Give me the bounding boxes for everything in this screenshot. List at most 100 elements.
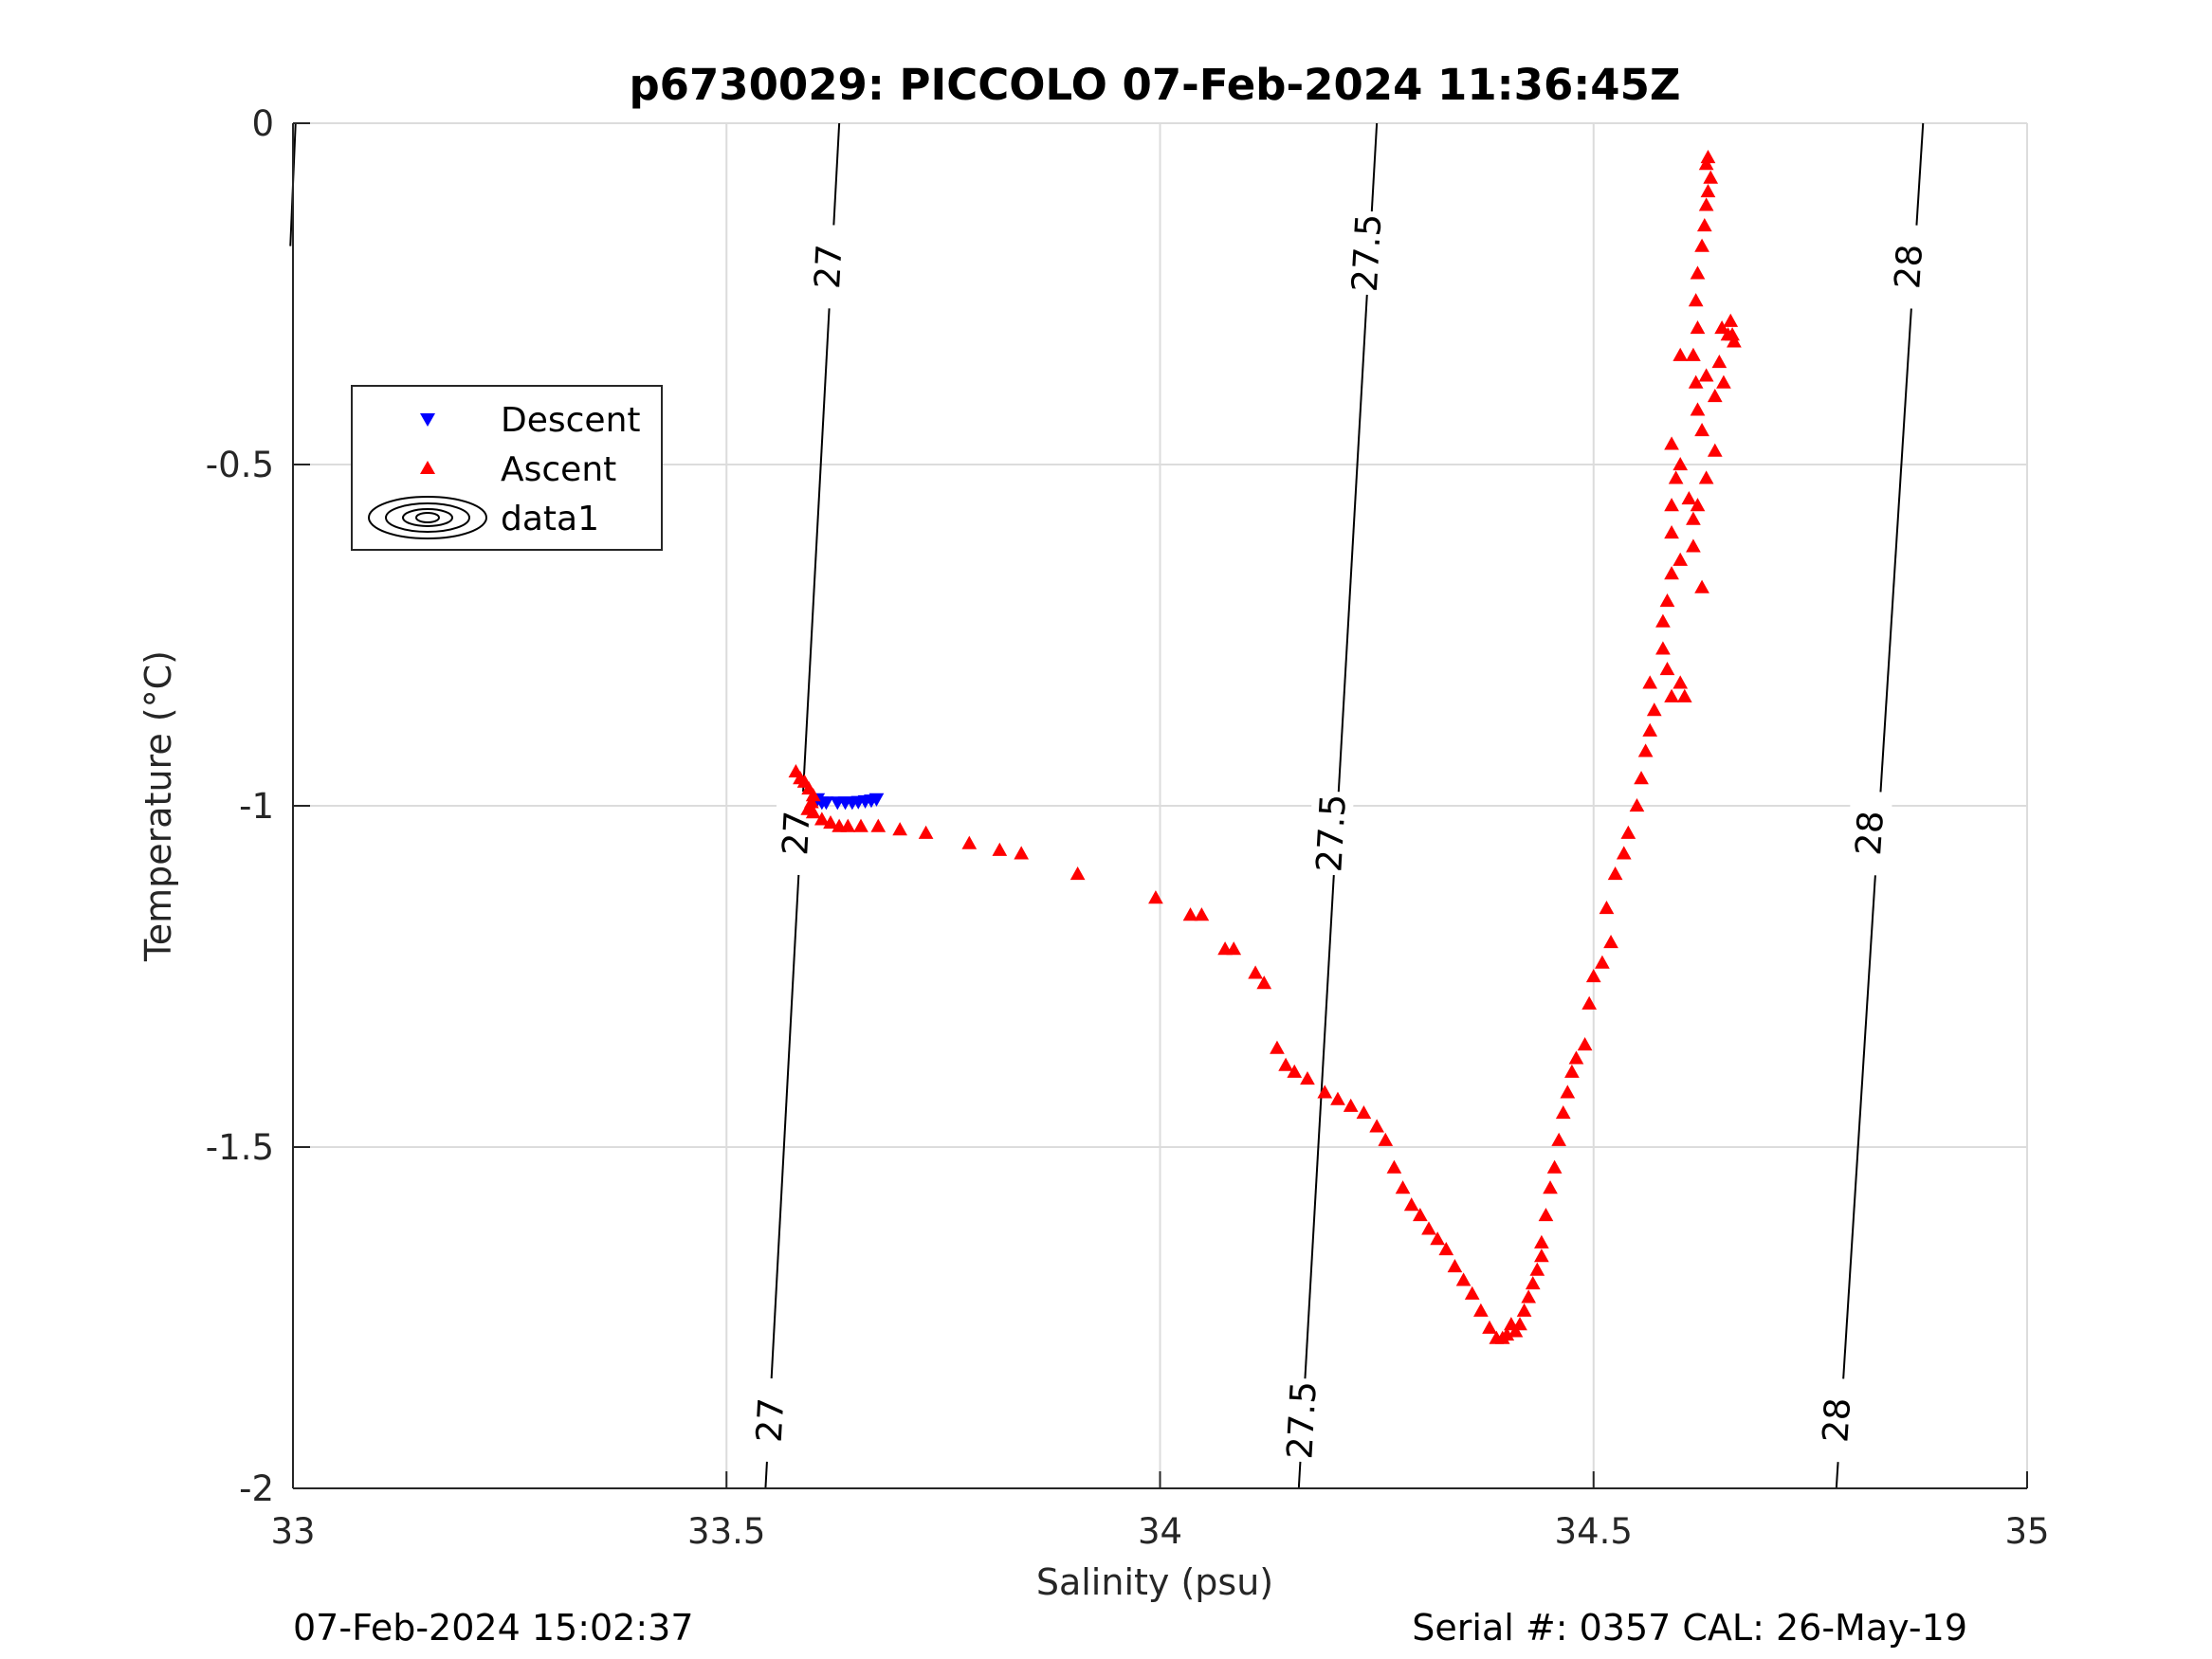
ascent-point-69 [1577, 1036, 1593, 1051]
ascent-point-128 [1700, 149, 1716, 164]
y-tick-label-1: -0.5 [206, 445, 274, 485]
ascent-point-44 [1447, 1258, 1463, 1273]
ascent-point-109 [1698, 368, 1714, 382]
ascent-point-13 [870, 818, 887, 832]
ascent-point-68 [1568, 1050, 1584, 1065]
ascent-point-116 [1725, 327, 1740, 341]
x-tick-label-1: 33.5 [687, 1511, 765, 1552]
ascent-point-17 [992, 842, 1008, 856]
ascent-point-89 [1655, 613, 1671, 628]
ascent-point-92 [1673, 552, 1689, 566]
ascent-point-118 [1673, 347, 1689, 361]
ascent-point-127 [1698, 156, 1714, 171]
ascent-point-40 [1413, 1207, 1428, 1222]
ascent-point-120 [1688, 293, 1704, 307]
ascent-point-121 [1690, 265, 1706, 280]
x-tick-labels: 33 33.5 34 34.5 35 [270, 1511, 2049, 1552]
ascent-point-32 [1330, 1091, 1345, 1105]
legend-marker-ascent [420, 461, 435, 474]
ascent-point-60 [1534, 1234, 1549, 1249]
ascent-point-25 [1248, 965, 1263, 979]
ascent-point-11 [840, 818, 856, 832]
legend: Descent Ascent data1 [351, 385, 663, 551]
ascent-point-36 [1378, 1132, 1394, 1146]
ascent-point-14 [892, 822, 907, 836]
footer-serial-cal: Serial #: 0357 CAL: 26-May-19 [1412, 1607, 1967, 1649]
x-axis-label: Salinity (psu) [1036, 1561, 1273, 1603]
chart-title: p6730029: PICCOLO 07-Feb-2024 11:36:45Z [629, 60, 1680, 110]
ascent-point-123 [1696, 217, 1712, 232]
ascent-point-81 [1642, 722, 1658, 737]
ascent-point-106 [1690, 402, 1706, 416]
ascent-point-85 [1673, 675, 1689, 689]
x-tick-label-3: 34.5 [1555, 1511, 1633, 1552]
x-tick-label-2: 34 [1138, 1511, 1182, 1552]
contour-label-mask [804, 224, 851, 310]
ascent-point-38 [1395, 1180, 1411, 1194]
contour-label-1: 27.5 [1308, 793, 1354, 873]
ascent-point-8 [814, 811, 830, 826]
ascent-point-12 [853, 818, 868, 832]
ascent-point-76 [1616, 846, 1632, 860]
contour-27-5-2: 27.5 27.5 27.5 [1278, 122, 1390, 1489]
ascent-point-29 [1287, 1064, 1303, 1078]
ascent-point-78 [1629, 797, 1645, 812]
y-axis-label: Temperature (°C) [137, 650, 179, 962]
series-descent [810, 793, 885, 811]
contour-label-mask [1307, 790, 1355, 876]
ascent-point-24 [1226, 941, 1242, 956]
ascent-point-117 [1723, 313, 1739, 327]
ascent-point-77 [1620, 825, 1636, 839]
ascent-point-47 [1473, 1303, 1489, 1317]
ascent-point-80 [1637, 743, 1654, 757]
ascent-point-42 [1430, 1231, 1445, 1246]
y-tick-label-3: -1.5 [206, 1127, 274, 1168]
ascent-point-55 [1516, 1303, 1532, 1317]
ascent-point-37 [1386, 1159, 1402, 1174]
ascent-point-88 [1655, 641, 1671, 655]
ascent-point-35 [1369, 1119, 1384, 1133]
contour-label-mask [1884, 223, 1932, 310]
ascent-point-126 [1703, 170, 1719, 184]
ascent-point-18 [1014, 846, 1030, 860]
y-tick-label-2: -1 [239, 786, 274, 827]
ascent-point-66 [1560, 1085, 1576, 1099]
ascent-point-119 [1690, 319, 1706, 335]
ascent-point-73 [1603, 934, 1618, 949]
legend-contour-ring-3 [415, 512, 440, 523]
ascent-point-104 [1707, 443, 1723, 457]
ascent-point-56 [1521, 1289, 1537, 1304]
ascent-point-58 [1529, 1262, 1545, 1276]
ascent-point-103 [1698, 470, 1714, 484]
ascent-point-97 [1668, 470, 1684, 484]
ascent-point-30 [1300, 1070, 1315, 1085]
contour-label-0: 27.5 [1344, 212, 1390, 293]
ascent-point-86 [1676, 688, 1692, 702]
legend-contour-ring-1 [385, 502, 470, 533]
ascent-point-99 [1673, 456, 1689, 471]
ascent-point-59 [1534, 1249, 1549, 1263]
axes-frame [292, 122, 2028, 1489]
ascent-point-48 [1482, 1320, 1497, 1334]
legend-item-descent: Descent [420, 401, 641, 440]
ascent-point-95 [1664, 524, 1679, 539]
ascent-point-41 [1421, 1221, 1436, 1235]
ascent-point-61 [1538, 1207, 1554, 1222]
ascent-point-70 [1581, 995, 1598, 1010]
ascent-point-7 [805, 805, 821, 819]
ascent-point-96 [1664, 498, 1679, 512]
ascent-point-79 [1634, 771, 1649, 785]
ascent-point-110 [1707, 388, 1723, 403]
x-tick-label-0: 33 [270, 1511, 315, 1552]
ascent-point-9 [823, 814, 838, 830]
contour-label-1: 28 [1848, 810, 1892, 857]
legend-contour-ring-2 [402, 508, 453, 527]
ascent-point-72 [1595, 955, 1610, 969]
ascent-point-113 [1714, 319, 1729, 335]
ascent-point-122 [1694, 238, 1709, 252]
x-tick-label-4: 35 [2004, 1511, 2049, 1552]
ascent-point-75 [1607, 866, 1623, 881]
ascent-point-34 [1356, 1104, 1372, 1120]
